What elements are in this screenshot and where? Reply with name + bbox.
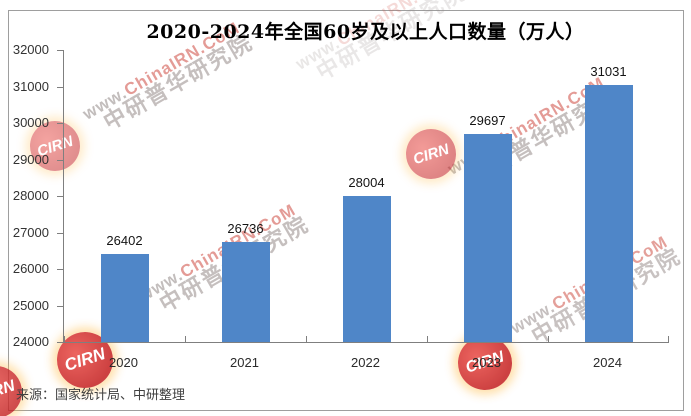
x-axis-labels: 2020 2021 2022 2023 2024 [63,355,668,373]
bar-2021 [221,242,270,342]
bar-value-label: 29697 [469,113,506,129]
y-axis-tick [57,269,64,270]
chart-title: 2020-2024年全国60岁及以上人口数量（万人） [146,21,585,43]
y-axis-tick-label: 26000 [12,261,49,276]
bar-value-label: 26736 [227,221,264,237]
y-axis-tick [57,50,64,51]
x-axis-tick [668,336,669,342]
source-note: 来源：国家统计局、中研整理 [16,387,186,402]
x-axis-tick [548,336,549,342]
y-axis-tick-label: 29000 [12,151,49,167]
x-axis-category-label: 2022 [351,355,380,370]
y-axis-tick-label: 24000 [12,334,49,349]
x-axis-category-label: 2020 [109,355,138,370]
x-axis-tick [306,336,307,342]
y-axis-tick [57,305,64,307]
x-axis-tick [64,336,65,342]
bar-value-label: 31031 [590,64,627,80]
bar-2023 [463,134,512,342]
y-axis-tick-label: 32000 [12,42,49,57]
plot-area: 26402 26736 28004 29697 31031 [57,50,669,343]
bar-2020 [100,254,149,342]
y-axis-tick [57,232,64,234]
x-axis-category-label: 2023 [472,355,501,370]
chart-border-frame [8,10,684,411]
y-axis-tick [57,342,64,343]
y-axis-tick [57,86,64,88]
y-axis-labels: 32000 31000 30000 29000 28000 27000 26000 25000… [0,42,55,349]
y-axis-tick-label: 27000 [12,224,49,240]
y-axis-tick-label: 25000 [12,297,49,313]
x-axis-tick [185,336,186,342]
y-axis-tick [57,196,64,197]
bar-value-label: 28004 [348,174,385,190]
y-axis-tick [57,159,64,161]
x-axis-tick [427,336,428,342]
x-axis-category-label: 2024 [593,355,622,370]
bar-value-label: 26402 [106,233,143,249]
y-axis-tick-label: 30000 [12,115,49,130]
y-axis-tick [57,123,64,124]
y-axis-tick-label: 31000 [12,78,49,94]
bar-2022 [342,195,391,342]
y-axis-tick-label: 28000 [12,188,49,203]
x-axis-category-label: 2021 [230,355,259,370]
bar-2024 [584,85,633,342]
